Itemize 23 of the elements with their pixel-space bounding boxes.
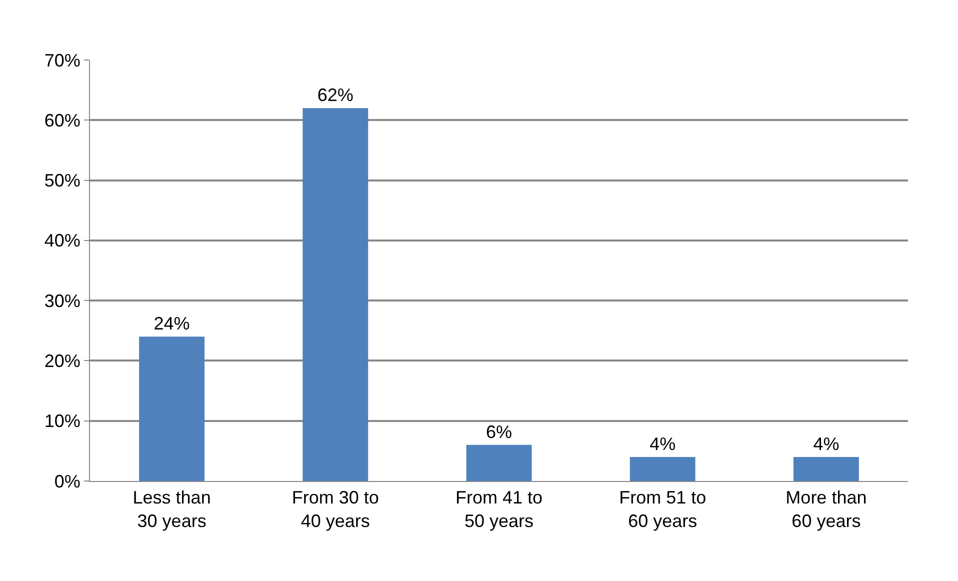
bar xyxy=(630,456,696,481)
bar xyxy=(793,456,859,481)
bar xyxy=(139,336,205,481)
data-label: 4% xyxy=(650,434,676,454)
x-tick-label: From 30 to 40 years xyxy=(292,488,379,531)
y-tick-label: 60% xyxy=(44,110,80,130)
y-tick-label: 40% xyxy=(44,230,80,251)
y-tick-label: 70% xyxy=(44,50,80,70)
y-tick-label: 50% xyxy=(44,170,80,191)
x-tick-label: From 41 to 50 years xyxy=(455,488,543,531)
x-tick-label: More than 60 years xyxy=(786,488,867,531)
bar xyxy=(302,108,368,481)
y-tick-label: 0% xyxy=(54,471,80,492)
bar xyxy=(466,444,532,481)
x-tick-label: From 51 to 60 years xyxy=(619,488,706,531)
y-tick-label: 10% xyxy=(44,411,80,432)
data-label: 6% xyxy=(486,422,512,442)
data-label: 62% xyxy=(317,85,354,106)
y-tick-label: 30% xyxy=(44,290,80,311)
data-label: 24% xyxy=(154,314,190,334)
y-tick-label: 20% xyxy=(44,351,80,372)
x-tick-label: Less than 30 years xyxy=(132,488,211,531)
data-label: 4% xyxy=(813,434,840,454)
